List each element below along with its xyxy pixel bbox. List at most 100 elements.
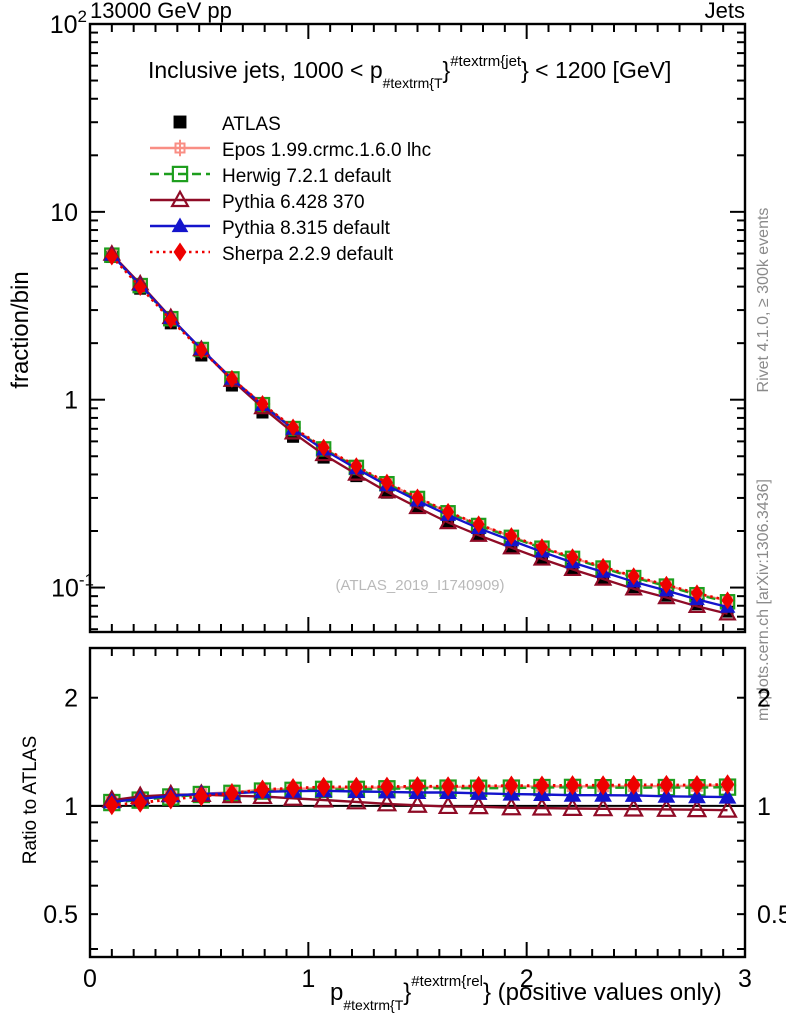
ratio-point-pythia6 [686,798,708,818]
ratio-point-sherpa [626,774,641,796]
y-tick-label-ratio: 2 [64,685,78,713]
legend-entry-atlas[interactable]: ATLAS [173,114,281,135]
data-point-sherpa [317,438,330,457]
x-tick-label: 3 [738,965,752,993]
ratio-point-sherpa [380,776,394,797]
title-sub-T: #textrm{T [383,75,443,91]
data-point-sherpa [660,575,673,594]
legend-entry-pythia8[interactable]: Pythia 8.315 default [150,217,391,239]
series-atlas [105,250,734,618]
legend-marker-pythia6 [170,189,190,208]
data-point-sherpa [505,527,518,545]
ratio-point-sherpa [565,775,580,796]
ratio-point-sherpa [410,776,425,797]
xlabel-sup: #textrm{rel [411,973,483,990]
xlabel-brace1: } [403,979,411,1006]
title-part2: < 1200 [GeV] [529,57,672,83]
data-point-pythia6 [593,569,613,586]
legend-entry-epos[interactable]: Epos 1.99.crmc.1.6.0 lhc [150,139,431,161]
series-line-pythia8 [110,254,728,609]
legend-marker-epos [171,139,189,157]
legend-label-sherpa: Sherpa 2.2.9 default [222,244,394,265]
svg-text:p#textrm{T}#textrm{rel} (posit: p#textrm{T}#textrm{rel} (positive values… [330,973,722,1013]
series-epos [104,246,736,609]
legend-entry-sherpa[interactable]: Sherpa 2.2.9 default [150,242,394,265]
ratio-point-sherpa [690,774,704,796]
data-point-pythia6 [502,537,521,555]
data-point-sherpa [286,418,300,437]
ratio-point-sherpa [133,792,148,813]
series-sherpa [105,247,734,610]
mcplots-reference-label: mcplots.cern.ch [arXiv:1306.3436] [755,479,772,721]
rivet-version-label: Rivet 4.1.0, ≥ 300k events [755,208,772,393]
x-axis-label: p#textrm{T}#textrm{rel} (positive values… [330,973,722,1013]
y-tick-label-ratio: 1 [64,793,78,821]
title-part1: Inclusive jets, 1000 < p [148,57,383,83]
ratio-point-sherpa [596,775,610,796]
series-line-epos [110,253,728,602]
svg-text:Inclusive jets, 1000 < p#textr: Inclusive jets, 1000 < p#textrm{T}#textr… [148,53,671,91]
ratio-point-pythia6 [468,795,489,815]
y-tick-label-ratio-right: 0.5 [757,901,786,929]
ratio-point-pythia6 [313,788,334,808]
data-point-pythia6 [438,512,458,530]
ratio-point-pythia6 [376,792,398,812]
ratio-plot-frame [88,646,747,959]
main-plot-frame [88,22,747,634]
data-point-sherpa [442,502,455,521]
legend-marker-herwig [171,165,189,183]
xlabel-sub: #textrm{T [343,997,403,1013]
ratio-point-sherpa [255,779,270,800]
data-point-sherpa [105,247,118,266]
y-axis-label-ratio: Ratio to ATLAS [20,736,41,865]
legend-label-epos: Epos 1.99.crmc.1.6.0 lhc [222,140,431,161]
ratio-point-pythia6 [531,797,553,816]
data-point-sherpa [721,591,734,610]
data-point-sherpa [256,395,269,413]
title-brace1: } [443,57,451,83]
y-tick-exponent: -1 [79,571,94,590]
legend-label-atlas: ATLAS [222,114,281,135]
ratio-point-pythia6 [346,790,367,810]
data-point-pythia6 [563,559,582,577]
ratio-point-pythia6 [592,797,614,817]
legend-label-pythia8: Pythia 8.315 default [222,218,391,239]
ratio-point-sherpa [659,774,674,796]
legend-label-pythia6: Pythia 6.428 370 [222,192,365,213]
legend-entry-herwig[interactable]: Herwig 7.2.1 default [150,165,392,187]
header-category-label: Jets [705,0,745,23]
ratio-point-pythia6 [656,798,677,817]
ratio-point-sherpa [104,795,119,816]
ratio-point-pythia8 [718,788,737,804]
data-point-sherpa [164,310,177,329]
x-tick-label: 0 [83,965,97,993]
xlabel-p: p [330,979,343,1006]
series-line-herwig [110,254,728,603]
y-tick-label-main: 10-1 [51,571,94,603]
y-tick-label-main: 1 [64,387,78,415]
data-point-pythia6 [532,548,552,566]
title-sup-jet: #textrm{jet [450,53,522,70]
y-tick-exponent: 2 [78,7,87,26]
data-point-sherpa [380,473,393,492]
legend-entry-pythia6[interactable]: Pythia 6.428 370 [150,189,365,213]
y-tick-label-ratio-right: 2 [757,685,771,713]
ratio-point-sherpa [535,775,549,796]
ratio-point-pythia8 [688,787,706,804]
ratio-point-sherpa [720,774,735,795]
data-point-sherpa [225,369,238,388]
ratio-point-sherpa [163,789,178,810]
data-point-pythia6 [687,596,707,613]
ratio-point-sherpa [194,786,209,807]
main-panel: 102 10 1 10-1 [50,7,747,634]
series-pythia8 [103,246,736,613]
y-tick-label-main: 10 [50,199,78,227]
x-tick-label: 1 [301,965,315,993]
ratio-panel: 2 2 1 1 0.5 0.5 0 1 2 3 [43,646,786,993]
data-point-sherpa [350,457,363,476]
ratio-series-sherpa [104,774,735,816]
series-line-sherpa [110,255,728,602]
legend-marker-sherpa [173,242,187,262]
